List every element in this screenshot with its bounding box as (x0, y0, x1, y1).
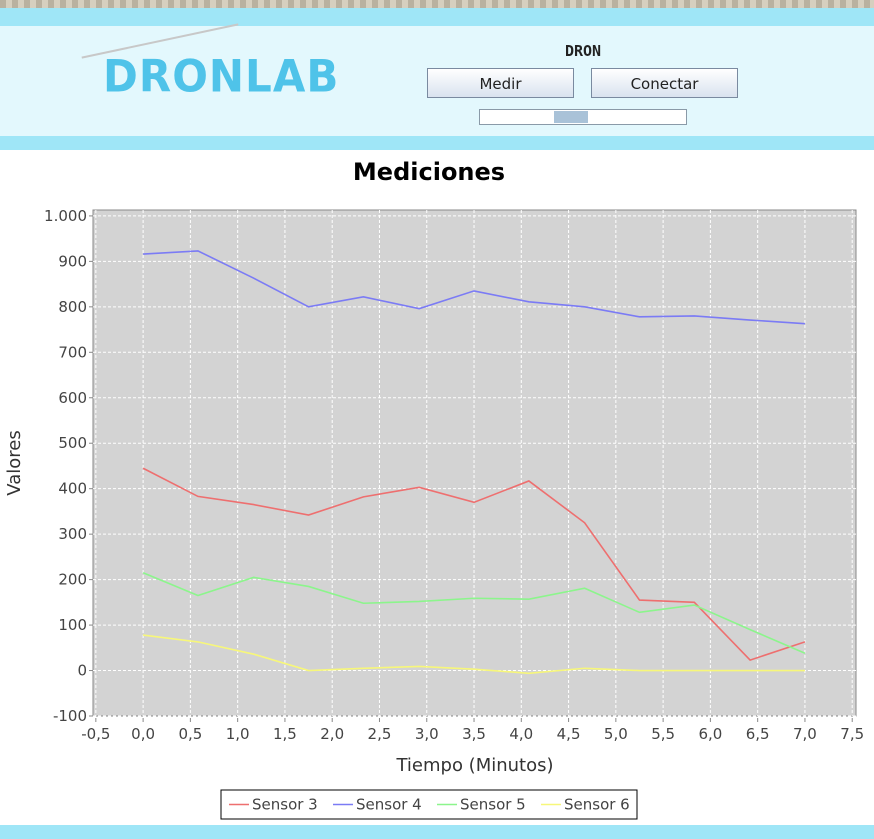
x-tick-label: 5,5 (651, 725, 675, 743)
x-tick-label: 2,0 (320, 725, 344, 743)
x-tick-label: 1,0 (226, 725, 250, 743)
y-tick-label: 200 (58, 571, 87, 589)
x-tick-label: 5,0 (604, 725, 628, 743)
x-tick-label: 4,5 (557, 725, 581, 743)
header-band (0, 8, 874, 26)
y-tick-label: 700 (58, 343, 87, 361)
chart: Mediciones Tiempo (Minutos) Valores -100… (4, 158, 864, 820)
y-tick-label: 500 (58, 434, 87, 452)
x-tick-label: 7,5 (840, 725, 864, 743)
logo: DRONLAB (103, 50, 340, 103)
progress-indicator (554, 111, 588, 123)
x-axis-label: Tiempo (Minutos) (395, 755, 553, 776)
y-tick-label: 900 (58, 252, 87, 270)
x-tick-label: 4,0 (509, 725, 533, 743)
x-tick-label: -0,5 (81, 725, 110, 743)
x-tick-label: 3,5 (462, 725, 486, 743)
series-line (142, 572, 806, 654)
x-tick-label: 1,5 (273, 725, 297, 743)
x-tick-label: 0,5 (178, 725, 202, 743)
y-tick-label: 300 (58, 525, 87, 543)
y-tick-label: 400 (58, 480, 87, 498)
connect-button[interactable]: Conectar (591, 68, 738, 98)
chart-title: Mediciones (353, 158, 505, 186)
footer-band (0, 825, 874, 839)
y-axis-label: Valores (4, 430, 25, 495)
y-tick-label: 1.000 (44, 207, 87, 225)
panel-title: DRON (564, 42, 602, 60)
legend-label: Sensor 4 (356, 796, 422, 814)
x-tick-label: 0,0 (131, 725, 155, 743)
x-tick-label: 7,0 (793, 725, 817, 743)
progress-bar (479, 109, 687, 125)
y-tick-label: 600 (58, 389, 87, 407)
y-tick-label: 0 (77, 662, 87, 680)
y-tick-label: 800 (58, 298, 87, 316)
header-band (0, 136, 874, 150)
y-tick-label: 100 (58, 616, 87, 634)
legend-label: Sensor 3 (252, 796, 318, 814)
series-line (143, 250, 805, 325)
window-texture (0, 0, 874, 8)
x-tick-label: 3,0 (415, 725, 439, 743)
series-line (142, 467, 806, 661)
legend-label: Sensor 6 (564, 796, 630, 814)
legend-box (220, 789, 638, 820)
y-tick-label: -100 (53, 707, 87, 725)
x-tick-label: 2,5 (368, 725, 392, 743)
x-tick-label: 6,0 (698, 725, 722, 743)
legend-label: Sensor 5 (460, 796, 526, 814)
measure-button[interactable]: Medir (427, 68, 574, 98)
series-line (143, 634, 805, 675)
x-tick-label: 6,5 (746, 725, 770, 743)
